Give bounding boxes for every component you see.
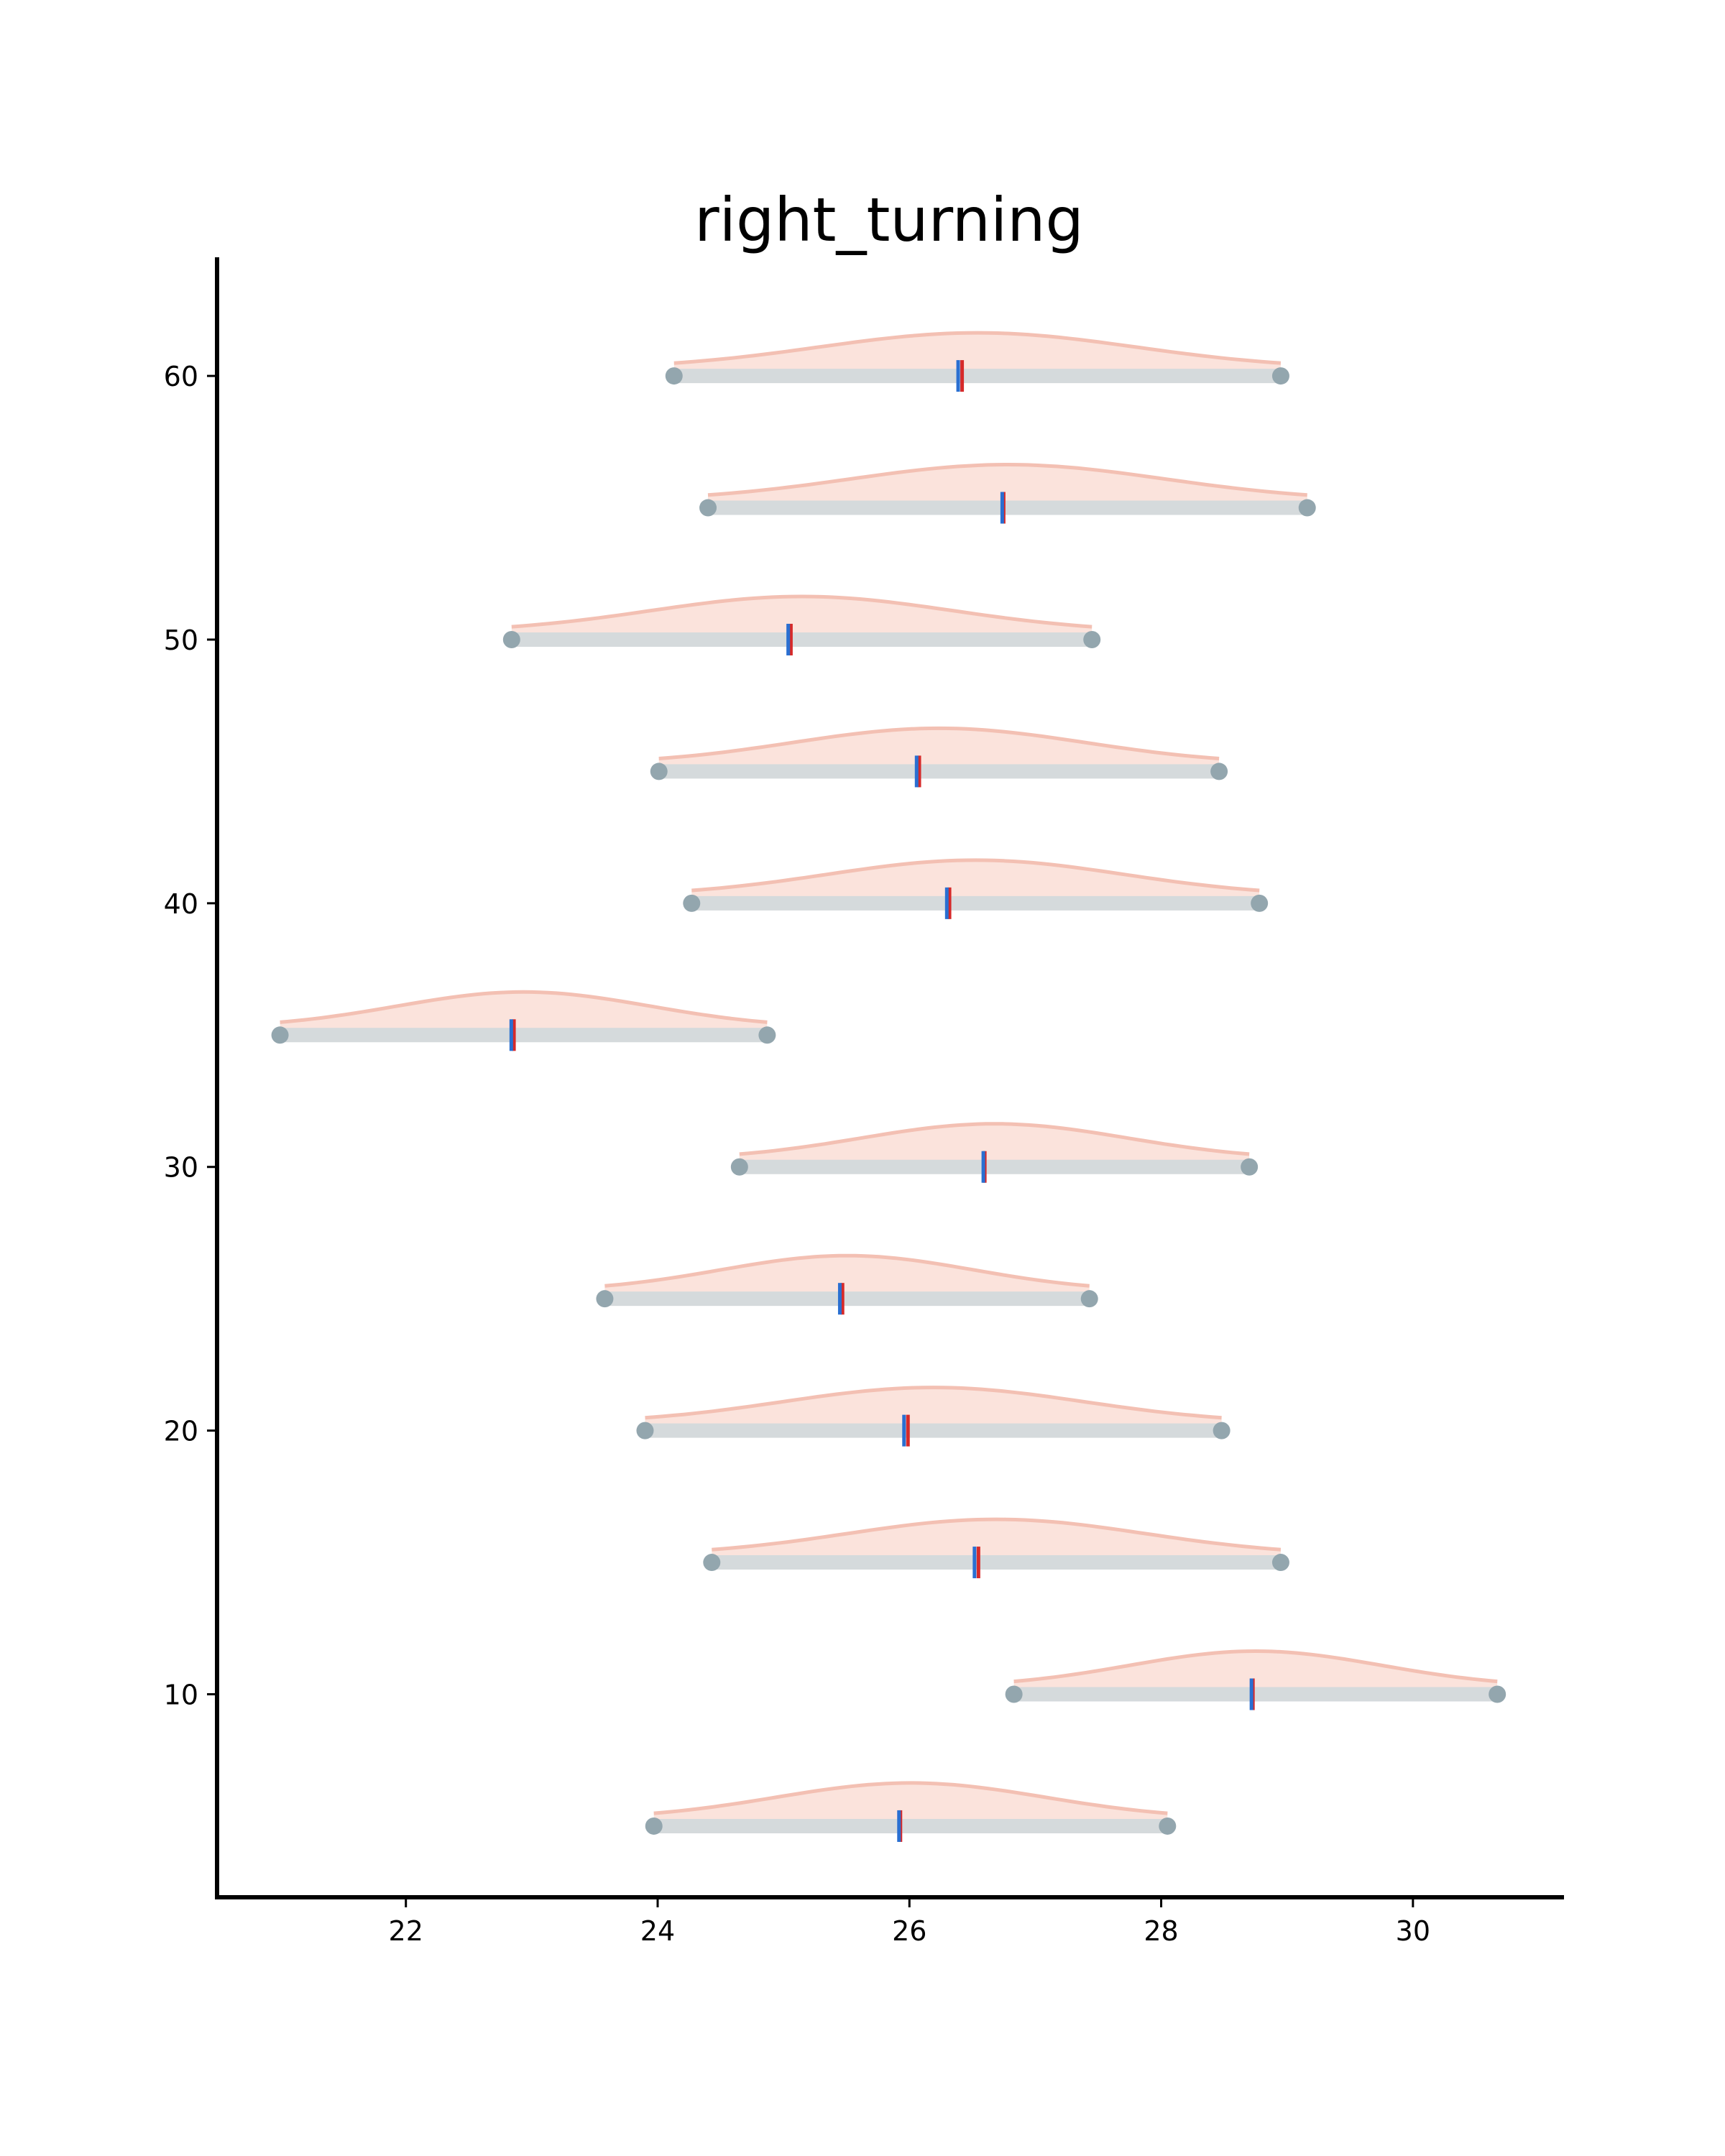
- estimate-blue-marker: [1000, 492, 1004, 524]
- density-fill: [511, 596, 1092, 635]
- estimate-blue-marker: [509, 1019, 513, 1051]
- density-fill: [280, 992, 768, 1031]
- density-curve: [673, 331, 1282, 365]
- y-tick-label-40: 40: [164, 888, 198, 920]
- y-tick-label-10: 10: [164, 1680, 198, 1711]
- interval-high-point: [1298, 499, 1316, 517]
- density-fill: [645, 1387, 1222, 1427]
- estimate-blue-marker: [786, 623, 791, 655]
- x-tick-label-24: 24: [640, 1915, 675, 1947]
- estimate-blue-marker: [914, 755, 919, 788]
- interval-row-5: [645, 1781, 1177, 1842]
- estimate-red-marker: [906, 1414, 910, 1447]
- y-tick-label-20: 20: [164, 1416, 198, 1447]
- interval-low-point: [699, 499, 717, 517]
- density-curve: [645, 1386, 1222, 1420]
- estimate-red-marker: [947, 887, 952, 919]
- chart-marks: [271, 331, 1506, 1842]
- interval-low-point: [683, 894, 701, 912]
- interval-row-60: [665, 331, 1289, 392]
- interval-row-55: [699, 462, 1316, 524]
- estimate-red-marker: [840, 1283, 845, 1315]
- estimate-blue-marker: [1249, 1678, 1254, 1710]
- density-fill: [673, 333, 1281, 372]
- interval-low-point: [665, 367, 683, 385]
- y-tick-label-30: 30: [164, 1152, 198, 1184]
- density-fill: [708, 464, 1307, 504]
- interval-low-point: [502, 630, 520, 648]
- density-curve: [712, 1517, 1282, 1552]
- estimate-red-marker: [960, 360, 965, 392]
- estimate-red-marker: [976, 1547, 980, 1579]
- interval-high-point: [758, 1026, 776, 1044]
- density-fill: [658, 728, 1220, 768]
- estimate-blue-marker: [902, 1414, 906, 1447]
- interval-low-point: [271, 1026, 289, 1044]
- interval-high-point: [1210, 763, 1228, 780]
- interval-high-point: [1083, 630, 1101, 648]
- x-tick-label-28: 28: [1144, 1915, 1178, 1947]
- x-tick-label-30: 30: [1396, 1915, 1430, 1947]
- density-fill: [604, 1256, 1090, 1295]
- interval-low-point: [596, 1290, 614, 1308]
- interval-row-50: [502, 594, 1101, 655]
- interval-high-point: [1489, 1685, 1506, 1703]
- x-tick-label-26: 26: [892, 1915, 926, 1947]
- density-fill: [1013, 1651, 1498, 1690]
- interval-row-45: [650, 726, 1228, 788]
- density-curve: [604, 1253, 1090, 1288]
- estimate-blue-marker: [837, 1283, 842, 1315]
- chart-ticks: 22 24 26 28 30 10 20 30 40 50 60: [164, 361, 1430, 1947]
- interval-high-point: [1241, 1158, 1259, 1176]
- interval-row-25: [596, 1253, 1098, 1315]
- interval-high-point: [1271, 367, 1289, 385]
- y-tick-label-50: 50: [164, 625, 198, 656]
- density-fill: [739, 1123, 1250, 1163]
- density-curve: [280, 990, 768, 1024]
- estimate-blue-marker: [897, 1810, 901, 1842]
- density-curve: [739, 1122, 1250, 1156]
- interval-high-point: [1213, 1422, 1230, 1439]
- interval-low-point: [703, 1554, 721, 1572]
- density-fill: [691, 860, 1260, 899]
- interval-row-20: [636, 1386, 1230, 1447]
- density-fill: [712, 1519, 1281, 1559]
- density-curve: [658, 726, 1220, 760]
- interval-row-35: [271, 990, 776, 1051]
- interval-low-point: [636, 1422, 654, 1439]
- interval-row-10: [1005, 1649, 1506, 1710]
- interval-low-point: [650, 763, 668, 780]
- interval-row-30: [730, 1122, 1259, 1183]
- estimate-blue-marker: [972, 1547, 977, 1579]
- interval-row-40: [683, 858, 1269, 919]
- estimate-red-marker: [917, 755, 921, 788]
- interval-high-point: [1159, 1817, 1177, 1835]
- interval-low-point: [730, 1158, 748, 1176]
- estimate-red-marker: [788, 623, 793, 655]
- interval-high-point: [1271, 1554, 1289, 1572]
- x-tick-label-22: 22: [389, 1915, 423, 1947]
- chart-title: right_turning: [694, 185, 1084, 255]
- estimate-red-marker: [512, 1019, 516, 1051]
- estimate-blue-marker: [956, 360, 960, 392]
- density-curve: [1013, 1649, 1498, 1684]
- density-curve: [511, 594, 1092, 629]
- density-curve: [653, 1781, 1168, 1815]
- density-curve: [691, 858, 1260, 893]
- chart-axes: [215, 257, 1564, 1899]
- estimate-blue-marker: [981, 1151, 985, 1183]
- interval-high-point: [1080, 1290, 1098, 1308]
- interval-low-point: [1005, 1685, 1023, 1703]
- y-tick-label-60: 60: [164, 361, 198, 392]
- interval-high-point: [1251, 894, 1269, 912]
- interval-row-15: [703, 1517, 1289, 1579]
- estimate-blue-marker: [944, 887, 949, 919]
- density-fill: [653, 1782, 1168, 1822]
- interval-low-point: [645, 1817, 663, 1835]
- density-curve: [707, 462, 1307, 497]
